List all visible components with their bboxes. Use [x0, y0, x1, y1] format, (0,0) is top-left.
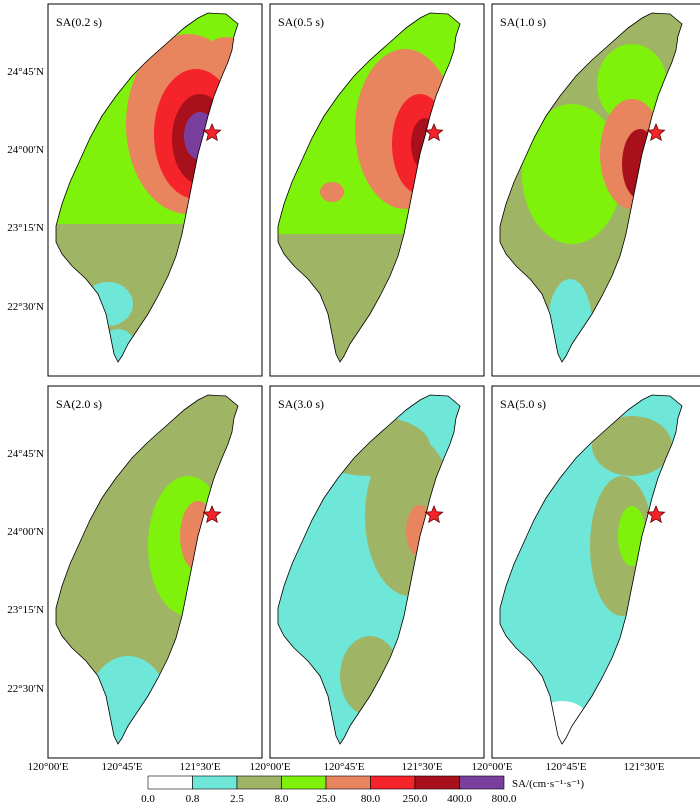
colorbar-label: 800.0	[492, 793, 517, 805]
colorbar-label: 0.0	[141, 793, 155, 805]
panel-title: SA(5.0 s)	[500, 397, 546, 411]
star-icon	[202, 122, 222, 142]
star-icon	[424, 504, 444, 524]
colorbar-label: 0.8	[186, 793, 200, 805]
panel-title: SA(2.0 s)	[56, 397, 102, 411]
lon-label: 121°30′E	[401, 761, 442, 773]
colorbar-swatch	[281, 775, 327, 790]
colorbar-label: 250.0	[403, 793, 428, 805]
lat-labels-top: 24°45′N 24°00′N 23°15′N 22°30′N	[7, 66, 44, 313]
panel-title: SA(0.2 s)	[56, 15, 102, 29]
star-icon	[646, 504, 666, 524]
lat-labels-bottom: 24°45′N 24°00′N 23°15′N 22°30′N	[7, 448, 44, 695]
panel-sa-2-0: SA(2.0 s)	[47, 385, 263, 759]
epicenter-markers	[202, 122, 666, 524]
lon-label: 121°30′E	[179, 761, 220, 773]
lon-label: 120°00′E	[249, 761, 290, 773]
panel-title: SA(3.0 s)	[278, 397, 324, 411]
lat-label: 24°00′N	[7, 526, 44, 538]
colorbar-swatch	[459, 775, 505, 790]
colorbar-swatch	[325, 775, 371, 790]
colorbar-label: 25.0	[316, 793, 336, 805]
lat-label: 24°45′N	[7, 66, 44, 78]
panel-sa-0-5: SA(0.5 s)	[269, 3, 485, 377]
panel-title: SA(0.5 s)	[278, 15, 324, 29]
lon-label: 120°45′E	[545, 761, 586, 773]
lon-label: 120°00′E	[27, 761, 68, 773]
lon-label: 121°30′E	[623, 761, 664, 773]
star-icon	[202, 504, 222, 524]
lat-label: 24°45′N	[7, 448, 44, 460]
colorbar-swatch	[147, 775, 193, 790]
panel-sa-5-0: SA(5.0 s)	[491, 385, 700, 759]
lat-label: 24°00′N	[7, 144, 44, 156]
panel-sa-1-0: SA(1.0 s)	[491, 3, 700, 377]
colorbar-label: 80.0	[361, 793, 381, 805]
lon-labels: 120°00′E 120°45′E 121°30′E 120°00′E 120°…	[27, 761, 664, 773]
star-icon	[424, 122, 444, 142]
colorbar-swatch	[370, 775, 416, 790]
lon-label: 120°45′E	[101, 761, 142, 773]
colorbar-label: 8.0	[275, 793, 289, 805]
lat-label: 23°15′N	[7, 604, 44, 616]
colorbar-label: 2.5	[230, 793, 244, 805]
lat-label: 23°15′N	[7, 222, 44, 234]
lon-label: 120°45′E	[323, 761, 364, 773]
colorbar-swatch	[192, 775, 238, 790]
lat-label: 22°30′N	[7, 683, 44, 695]
colorbar-label: 400.0	[447, 793, 472, 805]
panel-sa-0-2: SA(0.2 s)	[47, 3, 263, 377]
lat-label: 22°30′N	[7, 301, 44, 313]
star-icon	[646, 122, 666, 142]
colorbar-title: SA/(cm·s⁻¹·s⁻¹)	[512, 778, 584, 790]
panel-sa-3-0: SA(3.0 s)	[269, 385, 485, 759]
colorbar-swatch	[414, 775, 460, 790]
colorbar-swatch	[236, 775, 282, 790]
lon-label: 120°00′E	[471, 761, 512, 773]
panel-title: SA(1.0 s)	[500, 15, 546, 29]
colorbar: 0.0 0.8 2.5 8.0 25.0 80.0 250.0 400.0 800.0 SA/(…	[141, 775, 584, 805]
